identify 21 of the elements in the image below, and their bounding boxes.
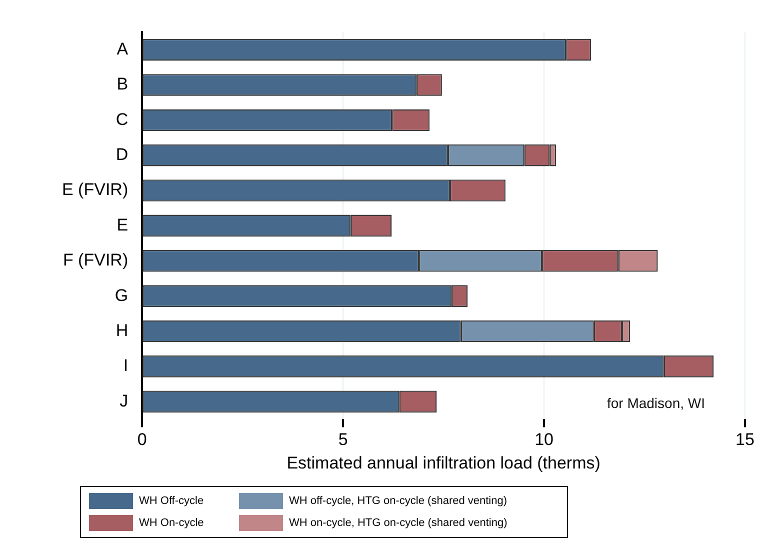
legend-label: WH Off-cycle bbox=[139, 495, 204, 507]
annotation: for Madison, WI bbox=[606, 395, 705, 412]
y-tick-label: H bbox=[116, 320, 128, 340]
x-tick-label: 10 bbox=[534, 430, 554, 450]
x-axis-title: Estimated annual infiltration load (therms) bbox=[286, 453, 600, 472]
y-tick-label: B bbox=[116, 74, 128, 94]
y-tick-label: C bbox=[116, 110, 128, 129]
legend-label: WH off-cycle, HTG on-cycle (shared venting) bbox=[289, 495, 508, 507]
x-tick-label: 15 bbox=[736, 430, 754, 450]
y-tick-label: E (FVIR) bbox=[62, 180, 128, 200]
y-tick-label: E bbox=[116, 215, 128, 234]
y-tick-label: F (FVIR) bbox=[62, 250, 128, 270]
legend-label: WH on-cycle, HTG on-cycle (shared venting) bbox=[289, 517, 508, 529]
y-tick-label: J bbox=[120, 391, 128, 410]
y-tick-label: G bbox=[114, 286, 128, 305]
x-tick-label: 5 bbox=[338, 430, 348, 450]
y-tick-label: I bbox=[123, 356, 128, 376]
x-tick-label: 0 bbox=[137, 430, 147, 450]
y-tick-label: A bbox=[116, 39, 129, 58]
y-tick-label: D bbox=[116, 145, 128, 164]
legend-label: WH On-cycle bbox=[139, 517, 204, 529]
